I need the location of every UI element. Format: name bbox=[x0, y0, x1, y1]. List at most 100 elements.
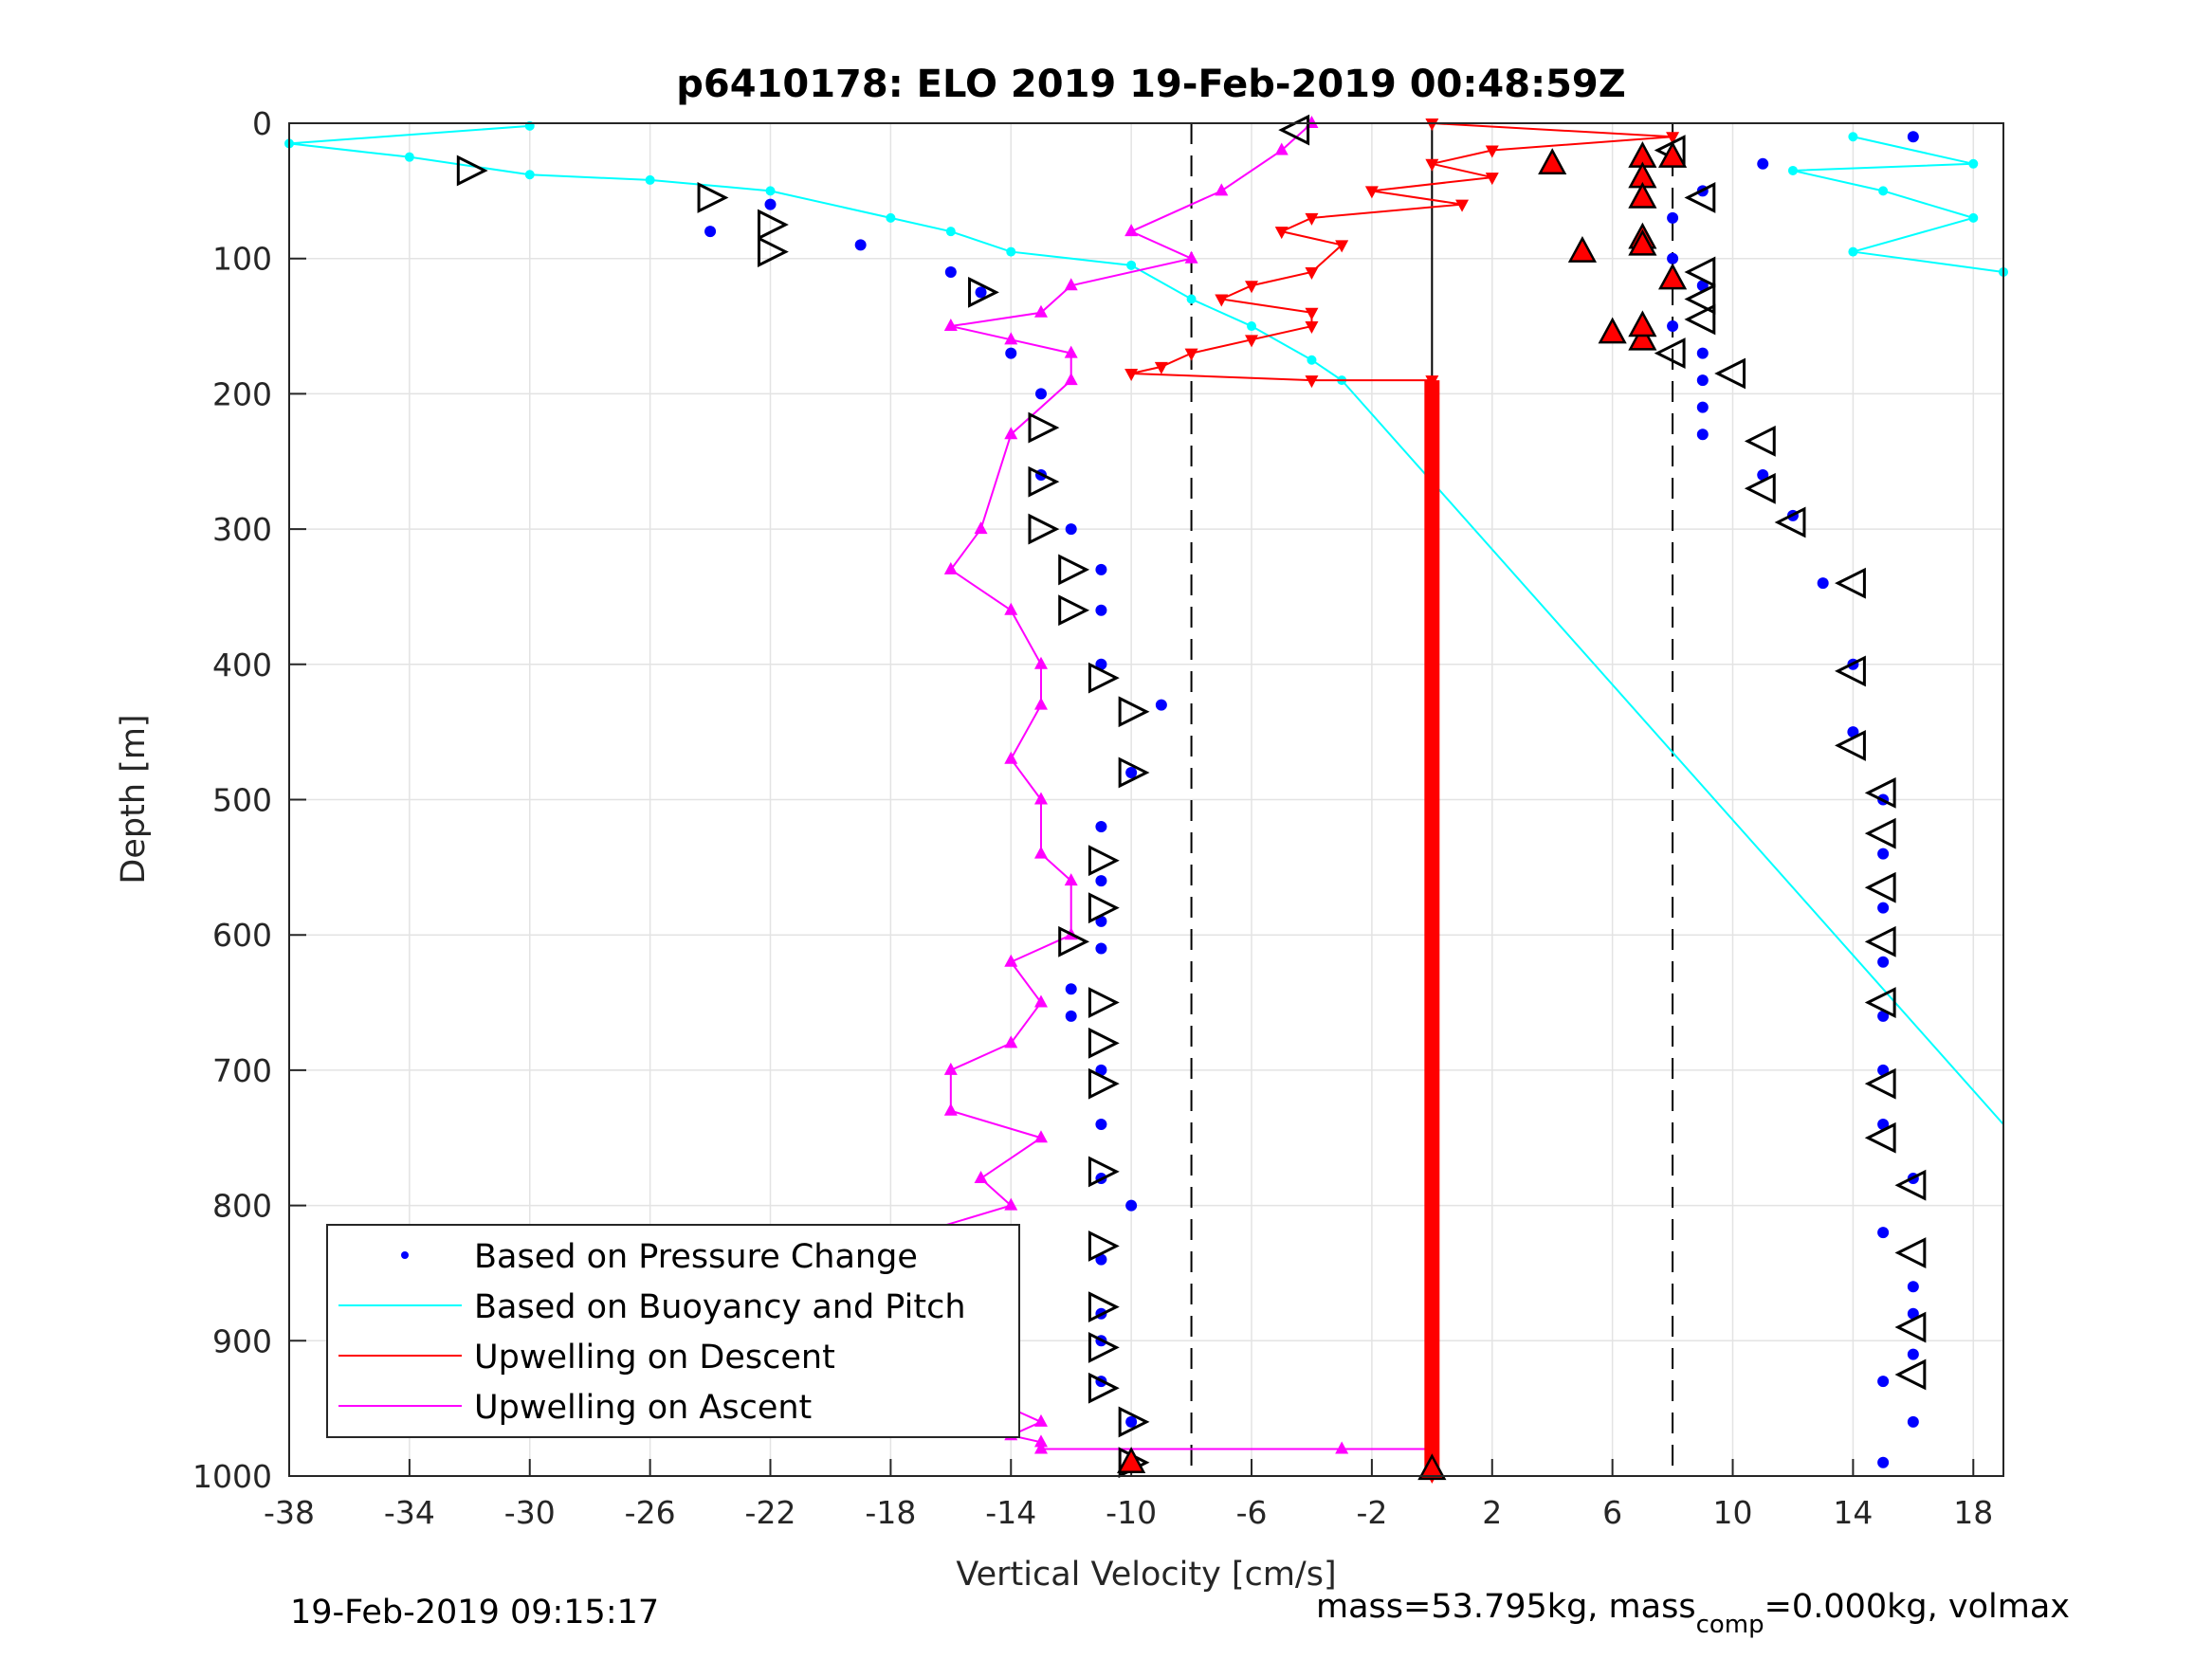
buoyancy-point bbox=[645, 174, 655, 185]
pressure-point-descent bbox=[1095, 1253, 1107, 1266]
x-tick-label: -30 bbox=[504, 1494, 556, 1531]
pressure-point-descent bbox=[1125, 766, 1138, 778]
pressure-point-ascent bbox=[1696, 428, 1709, 441]
warning-marker bbox=[1628, 310, 1657, 337]
ascent-marker bbox=[1684, 256, 1716, 288]
x-tick-label: -22 bbox=[745, 1494, 796, 1531]
upwelling-descent-point bbox=[1335, 240, 1349, 253]
ascent-marker bbox=[1684, 182, 1716, 213]
upwelling-descent-column bbox=[1424, 380, 1440, 1476]
upwelling-ascent-point bbox=[1274, 142, 1289, 155]
y-tick-label: 800 bbox=[212, 1188, 272, 1225]
pressure-point-descent bbox=[1095, 563, 1107, 575]
pressure-point-ascent bbox=[1696, 374, 1709, 387]
pressure-point-ascent bbox=[1696, 347, 1709, 359]
footer-mass-sub: comp bbox=[1696, 1611, 1764, 1639]
pressure-point-descent bbox=[1034, 388, 1047, 400]
buoyancy-point bbox=[886, 212, 896, 223]
pressure-point-ascent bbox=[1877, 956, 1890, 968]
ascent-marker bbox=[1714, 357, 1746, 390]
ascent-marker bbox=[1864, 817, 1896, 849]
pressure-point-ascent bbox=[1877, 1064, 1890, 1076]
upwelling-descent-point bbox=[1485, 145, 1499, 158]
pressure-point-ascent bbox=[1696, 401, 1709, 413]
descent-marker bbox=[1088, 1291, 1120, 1323]
pressure-point-descent bbox=[1065, 983, 1077, 995]
warning-marker bbox=[1567, 235, 1598, 263]
descent-marker bbox=[1088, 662, 1120, 694]
x-tick-label: -14 bbox=[985, 1494, 1036, 1531]
y-tick-label: 900 bbox=[212, 1322, 272, 1359]
y-tick-label: 200 bbox=[212, 375, 272, 412]
ascent-marker bbox=[1654, 337, 1686, 370]
footer-mass-text: mass=53.795kg, mass bbox=[1316, 1588, 1696, 1626]
pressure-point-descent bbox=[854, 239, 867, 251]
pressure-point-descent bbox=[764, 198, 777, 210]
y-tick-label: 400 bbox=[212, 647, 272, 684]
ascent-marker bbox=[1864, 925, 1896, 957]
upwelling-ascent-point bbox=[943, 561, 958, 574]
warning-marker bbox=[1657, 263, 1688, 290]
ascent-marker bbox=[1835, 729, 1866, 761]
upwelling-ascent-point bbox=[1184, 250, 1198, 264]
x-tick-label: -26 bbox=[625, 1494, 676, 1531]
descent-marker bbox=[1028, 513, 1060, 545]
ascent-marker bbox=[1894, 1169, 1927, 1201]
descent-marker bbox=[1118, 757, 1150, 789]
upwelling-ascent-point bbox=[1033, 846, 1048, 859]
x-tick-label: 18 bbox=[1953, 1494, 1993, 1531]
descent-marker bbox=[758, 209, 789, 241]
warning-marker bbox=[1598, 317, 1627, 344]
descent-marker bbox=[1058, 554, 1090, 586]
descent-marker bbox=[1088, 845, 1120, 877]
pressure-point-ascent bbox=[1907, 1307, 1919, 1320]
upwelling-ascent-point bbox=[1215, 183, 1229, 196]
footer-timestamp: 19-Feb-2019 09:15:17 bbox=[290, 1594, 659, 1632]
descent-marker bbox=[456, 155, 488, 187]
pressure-point-ascent bbox=[1877, 1227, 1890, 1239]
warning-marker bbox=[1628, 228, 1657, 256]
buoyancy-line-ascent bbox=[1792, 136, 2004, 273]
ascent-marker bbox=[1744, 425, 1776, 457]
ascent-marker bbox=[1684, 303, 1716, 336]
warning-marker bbox=[1117, 1447, 1146, 1473]
pressure-point-descent bbox=[704, 226, 717, 238]
warning-marker bbox=[1657, 141, 1688, 168]
descent-marker bbox=[1088, 1332, 1120, 1363]
pressure-point-ascent bbox=[1667, 211, 1679, 224]
ascent-marker bbox=[1894, 1311, 1927, 1343]
pressure-point-descent bbox=[1095, 604, 1107, 616]
upwelling-ascent-point bbox=[1335, 1441, 1349, 1454]
upwelling-ascent-point bbox=[1004, 332, 1018, 345]
pressure-point-descent bbox=[1155, 699, 1167, 711]
descent-marker bbox=[1028, 465, 1060, 498]
upwelling-descent-point bbox=[1245, 335, 1259, 348]
x-tick-label: -10 bbox=[1106, 1494, 1157, 1531]
upwelling-ascent-point bbox=[974, 1171, 988, 1184]
y-axis-label: Depth [m] bbox=[115, 714, 153, 884]
upwelling-descent-point bbox=[1425, 158, 1439, 172]
pressure-point-ascent bbox=[1757, 157, 1769, 170]
buoyancy-point bbox=[1186, 294, 1197, 304]
ascent-marker bbox=[1774, 506, 1806, 538]
upwelling-ascent-point bbox=[1004, 602, 1018, 615]
pressure-point-descent bbox=[944, 265, 957, 278]
y-tick-labels: 0 100 200 300 400 500 600 700 800 900 1000 bbox=[192, 105, 272, 1495]
buoyancy-point bbox=[1247, 321, 1257, 332]
y-tick-label: 1000 bbox=[192, 1458, 272, 1495]
pressure-point-descent bbox=[975, 286, 987, 299]
pressure-point-ascent bbox=[1877, 902, 1890, 914]
pressure-point-ascent bbox=[1817, 577, 1829, 590]
ascent-marker bbox=[1835, 655, 1866, 687]
legend-label-buoyancy: Based on Buoyancy and Pitch bbox=[474, 1288, 966, 1326]
ascent-marker bbox=[1864, 776, 1896, 809]
upwelling-ascent-point bbox=[1033, 1413, 1048, 1427]
pressure-point-descent bbox=[1005, 347, 1017, 359]
pressure-point-ascent bbox=[1667, 320, 1679, 333]
warning-marker bbox=[1538, 148, 1567, 175]
ascent-marker bbox=[1864, 871, 1896, 903]
pressure-point-descent bbox=[1065, 1010, 1077, 1022]
ascent-marker bbox=[1864, 1121, 1896, 1154]
buoyancy-point bbox=[1787, 165, 1798, 175]
